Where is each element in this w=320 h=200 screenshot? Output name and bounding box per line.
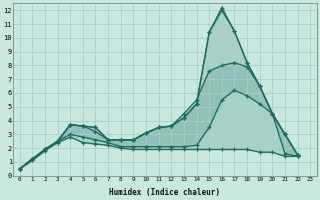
X-axis label: Humidex (Indice chaleur): Humidex (Indice chaleur) <box>109 188 220 197</box>
